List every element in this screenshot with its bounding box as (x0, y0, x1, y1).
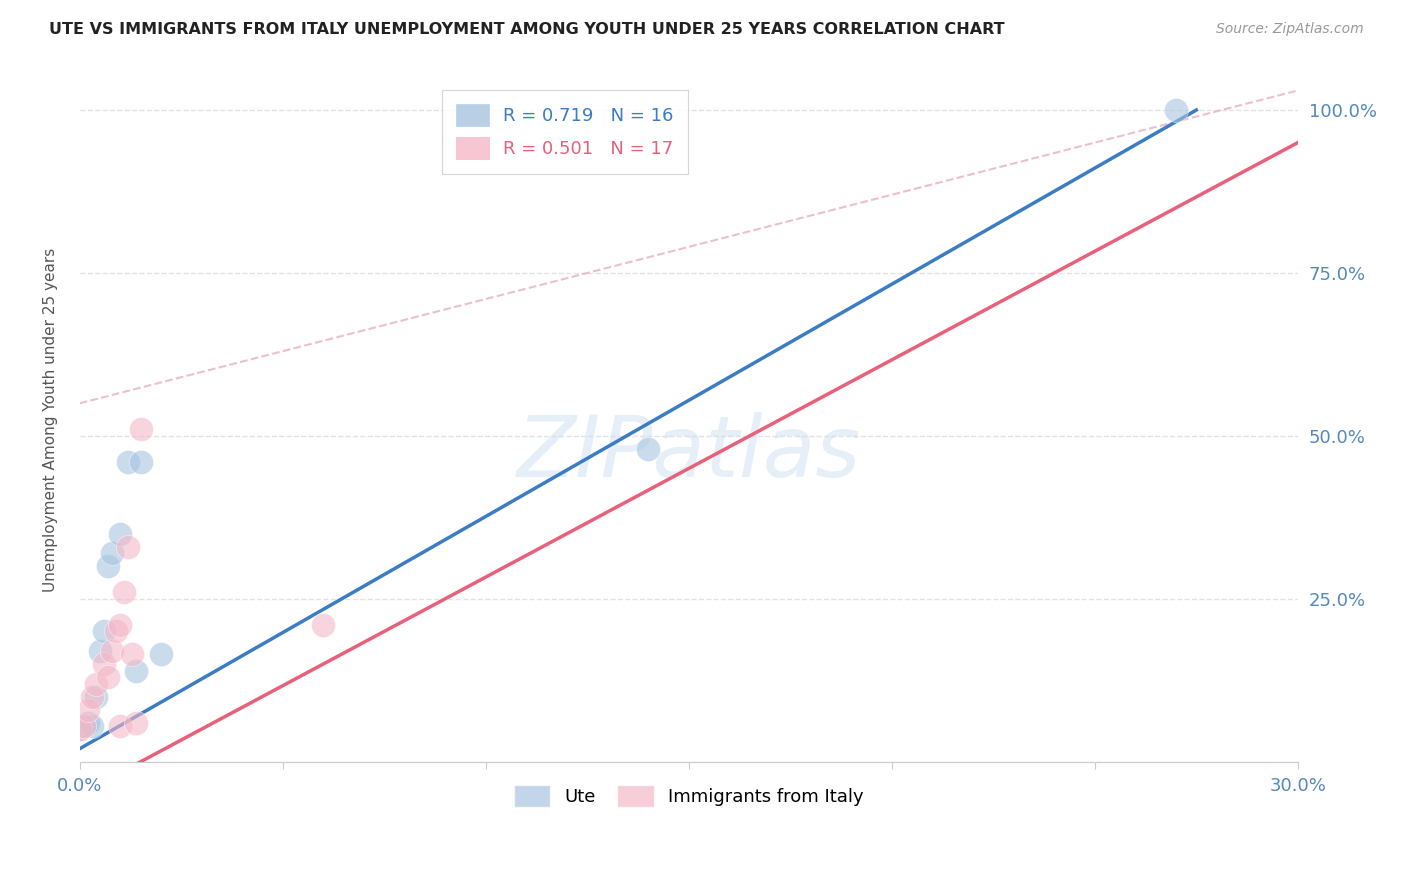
Point (69, 722, 91, 736)
Point (125, 715, 148, 730)
Point (129, 455, 152, 469)
Point (80, 690, 103, 704)
Legend: Ute, Immigrants from Italy: Ute, Immigrants from Italy (506, 778, 870, 814)
Point (76, 703, 98, 717)
Point (117, 455, 139, 469)
Point (110, 719, 132, 733)
Point (129, 422, 152, 436)
Point (312, 618, 335, 632)
Point (80, 719, 103, 733)
Point (97, 670, 120, 684)
Point (112, 585, 135, 599)
Y-axis label: Unemployment Among Youth under 25 years: Unemployment Among Youth under 25 years (44, 247, 58, 591)
Point (84, 690, 107, 704)
Point (637, 442, 659, 456)
Point (73, 719, 96, 733)
Point (69, 722, 91, 736)
Point (110, 526, 132, 541)
Text: Source: ZipAtlas.com: Source: ZipAtlas.com (1216, 22, 1364, 37)
Point (93, 624, 115, 639)
Point (76, 715, 98, 730)
Point (110, 618, 132, 632)
Text: UTE VS IMMIGRANTS FROM ITALY UNEMPLOYMENT AMONG YOUTH UNDER 25 YEARS CORRELATION: UTE VS IMMIGRANTS FROM ITALY UNEMPLOYMEN… (49, 22, 1005, 37)
Point (73, 719, 96, 733)
Point (149, 647, 172, 661)
Point (125, 664, 148, 678)
Point (1164, 103, 1187, 117)
Text: ZIPatlas: ZIPatlas (516, 412, 860, 495)
Point (101, 644, 124, 658)
Point (101, 546, 124, 560)
Point (121, 647, 143, 661)
Point (89, 644, 111, 658)
Point (117, 540, 139, 554)
Point (84, 676, 107, 690)
Point (93, 657, 115, 671)
Point (97, 559, 120, 574)
Point (105, 624, 128, 639)
